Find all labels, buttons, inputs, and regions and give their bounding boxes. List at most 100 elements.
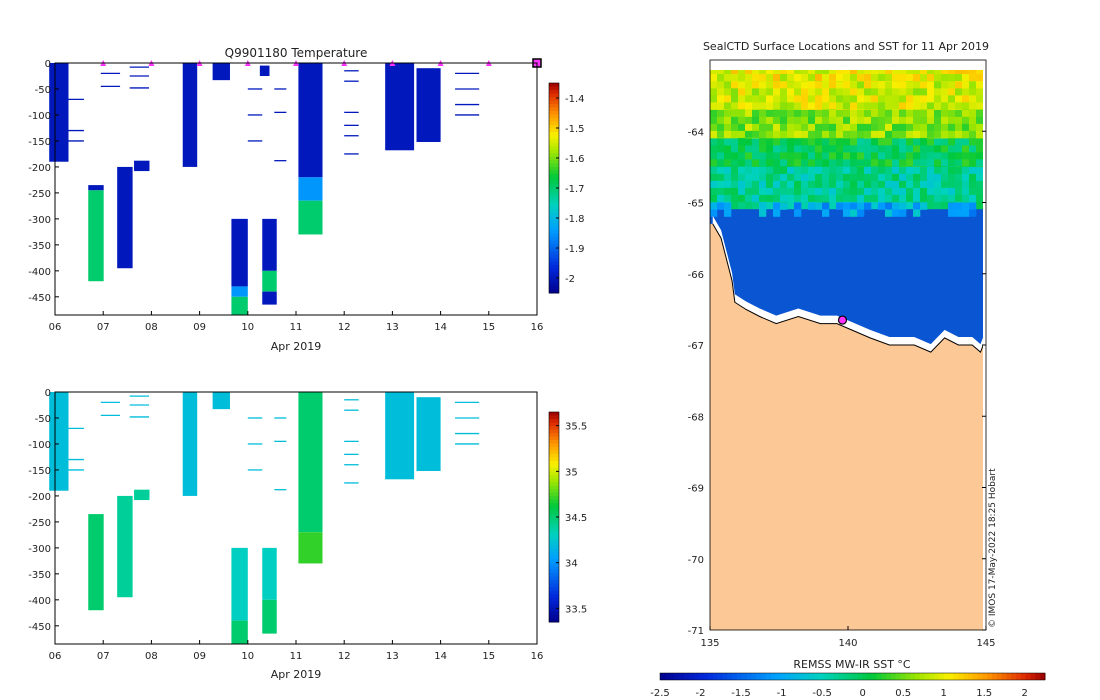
sst-cell (843, 187, 851, 196)
sst-cell (976, 130, 983, 139)
sst-cell (920, 145, 928, 153)
sst-cell (766, 145, 774, 153)
sst-cell (773, 173, 781, 182)
sst-cell (962, 130, 970, 139)
sst-cell (801, 194, 809, 203)
sst-cell (850, 159, 858, 167)
sst-cell (738, 180, 746, 189)
colorbar-cell-45 (549, 569, 559, 574)
sst-cell (822, 194, 830, 203)
sst-cell (836, 138, 844, 146)
sst-cell (794, 173, 802, 182)
profile-7-segment-0 (262, 218, 277, 271)
colorbar-label--1.8: -1.8 (565, 214, 585, 225)
map-x-tick-label-140: 140 (838, 638, 857, 649)
sst-cell (724, 159, 732, 167)
sst-cell (773, 102, 781, 110)
sst-cell (927, 95, 935, 103)
y-tick-label--300: -300 (28, 544, 51, 555)
sst-cell (892, 194, 900, 203)
sst-cell (934, 180, 942, 189)
profile-7-segment-1 (262, 270, 277, 292)
sst-cell (843, 180, 851, 189)
sst-cell (780, 60, 787, 67)
sst-colorbar-cell-42 (862, 673, 868, 680)
sst-cell (738, 173, 746, 182)
sst-colorbar-cell-62 (958, 673, 964, 680)
sst-cell (766, 130, 774, 139)
sst-cell (822, 60, 829, 67)
colorbar-cell-23 (549, 492, 559, 497)
sst-cell (829, 74, 837, 82)
y-tick-label--50: -50 (35, 414, 51, 425)
sst-cell (801, 123, 809, 132)
sst-cell (941, 95, 949, 103)
sst-cell (850, 166, 858, 175)
sst-cell (969, 152, 977, 160)
sst-cell (745, 74, 753, 82)
sst-cell (913, 180, 921, 189)
sst-cell (752, 180, 760, 189)
sst-cell (759, 130, 767, 139)
sst-cell (752, 194, 760, 203)
profile-7-segment-1 (262, 599, 277, 634)
sst-cell (878, 173, 886, 182)
sst-cell (983, 174, 990, 181)
sst-cell (857, 109, 865, 118)
sst-cell (969, 88, 977, 96)
sst-edge-cell (850, 202, 858, 210)
sst-cell (794, 70, 802, 75)
sst-cell (780, 173, 788, 182)
sst-colorbar-cell-29 (799, 673, 805, 680)
sst-colorbar-cell-66 (977, 673, 983, 680)
sst-cell (752, 159, 760, 167)
sst-cell (941, 88, 949, 96)
sst-cell (864, 130, 872, 139)
colorbar-cell-35 (549, 205, 559, 210)
x-tick-label-11: 11 (290, 322, 303, 333)
colorbar-cell-4 (549, 97, 559, 101)
sst-cell (969, 95, 977, 103)
colorbar-cell-37 (549, 541, 559, 546)
sst-cell (759, 109, 767, 118)
sst-cell (766, 201, 774, 210)
sst-cell (906, 201, 914, 210)
sst-cell (808, 145, 816, 153)
sst-cell (927, 152, 935, 160)
sst-cell (885, 173, 893, 182)
sst-cell (766, 116, 774, 125)
sst-cell (773, 123, 781, 132)
sst-cell (815, 159, 823, 167)
sst-cell (717, 74, 725, 82)
sst-cell (710, 109, 718, 118)
sst-colorbar-cell-70 (996, 673, 1003, 680)
sst-cell (773, 145, 781, 153)
sst-cell (885, 187, 893, 196)
colorbar-cell-19 (549, 478, 559, 483)
sst-cell (815, 88, 823, 96)
colorbar-cell-30 (549, 517, 559, 521)
sst-cell (913, 187, 921, 196)
sst-cell (920, 109, 928, 118)
sst-map-panel: SealCTD Surface Locations and SST for 11… (650, 40, 1046, 699)
sst-cell (983, 81, 990, 88)
colorbar-cell-34 (549, 531, 559, 535)
sst-cell (724, 74, 732, 82)
sst-cell (815, 81, 823, 89)
profile-6-segment-1 (231, 286, 248, 297)
sst-cell (948, 187, 956, 196)
sst-cell (773, 130, 781, 139)
colorbar-cell-53 (549, 597, 559, 602)
sst-cell (892, 166, 900, 175)
sst-cell (864, 166, 872, 175)
colorbar-cell-13 (549, 457, 559, 462)
sst-cell (899, 187, 907, 196)
x-tick-label-08: 08 (145, 322, 158, 333)
sst-cell (885, 95, 893, 103)
sst-cell (829, 60, 836, 67)
sst-cell (955, 116, 963, 125)
sst-cell (710, 194, 718, 203)
sst-cell (843, 116, 851, 125)
sst-cell (766, 109, 774, 118)
sst-cell (752, 88, 760, 96)
